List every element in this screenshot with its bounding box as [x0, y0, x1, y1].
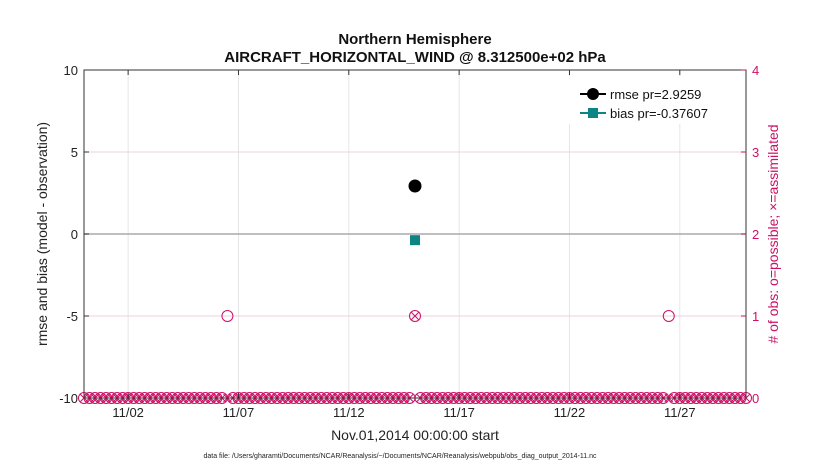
y-tick-label: -10	[59, 391, 78, 406]
obs-count-markers	[78, 310, 752, 404]
y-right-tick-label: 2	[752, 227, 759, 242]
x-tick-label: 11/27	[664, 405, 696, 420]
y-tick-label: 0	[71, 227, 78, 242]
x-tick-label: 11/02	[112, 405, 144, 420]
x-axis-label: Nov.01,2014 00:00:00 start	[331, 427, 499, 443]
x-tick-label: 11/12	[333, 405, 365, 420]
data-series	[408, 179, 422, 246]
y-tick-label: -5	[66, 309, 78, 324]
chart-title-line1: Northern Hemisphere	[338, 31, 491, 48]
y-axis-label: rmse and bias (model - observation)	[34, 122, 50, 346]
bias-point	[410, 235, 420, 246]
y-right-axis-label: # of obs: o=possible; ×=assimilated	[765, 124, 781, 343]
y-right-tick-label: 1	[752, 309, 759, 324]
legend-bias-label: bias pr=-0.37607	[610, 106, 708, 121]
chart-title-line2: AIRCRAFT_HORIZONTAL_WIND @ 8.312500e+02 …	[224, 49, 606, 66]
legend-bias-marker	[588, 108, 598, 118]
y-tick-label: 5	[71, 145, 78, 160]
data-file-footnote: data file: /Users/gharamti/Documents/NCA…	[203, 453, 597, 460]
x-tick-label: 11/17	[443, 405, 475, 420]
legend: rmse pr=2.9259 bias pr=-0.37607	[568, 76, 740, 124]
obs-possible-marker	[221, 310, 234, 322]
legend-rmse-label: rmse pr=2.9259	[610, 87, 701, 102]
legend-rmse-marker	[587, 88, 599, 100]
axis-ticks: 11/02 11/07 11/12 11/17 11/22 11/271050-5-104…	[59, 63, 759, 420]
y-right-tick-label: 0	[752, 391, 759, 406]
obs-possible-marker	[662, 310, 675, 322]
x-tick-label: 11/22	[554, 405, 586, 420]
obs-possible-marker	[409, 310, 421, 322]
x-tick-label: 11/07	[223, 405, 255, 420]
obs-assimilated-marker	[410, 311, 420, 321]
y-tick-label: 10	[64, 63, 78, 78]
y-right-tick-label: 3	[752, 145, 759, 160]
y-right-tick-label: 4	[752, 63, 759, 78]
rmse-point	[408, 179, 422, 193]
